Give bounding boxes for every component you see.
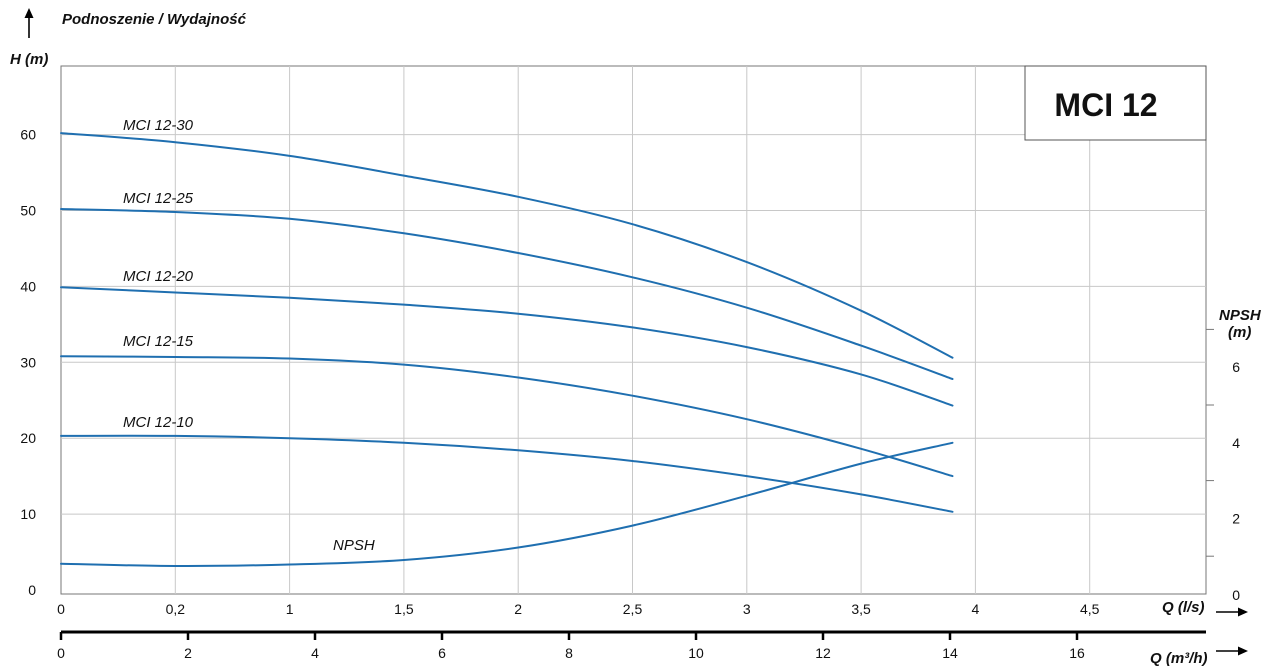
x-m3h-tick-label: 2 [184,645,192,661]
y-axis-ticks: 0 10 20 30 40 50 60 [20,127,36,598]
x-axis-m3h-arrow-icon [1216,646,1248,656]
curves [60,132,954,568]
y-axis-arrow-icon [24,8,34,38]
y-tick-label: 40 [20,278,36,294]
y-tick-label: 20 [20,430,36,446]
x-m3h-tick-label: 12 [815,645,831,661]
curve-label-mci-12-15: MCI 12-15 [123,333,194,350]
x-ls-tick-label: 2,5 [623,601,643,617]
x-axis-ls-title: Q (l/s) [1162,599,1205,616]
x-axis-ls-arrow-icon [1216,607,1248,617]
npsh-axis-title: NPSH [1219,307,1262,324]
x-ls-tick-label: 0,2 [166,601,186,617]
y-tick-label: 60 [20,127,36,143]
x-axis-m3h-title: Q (m³/h) [1150,650,1208,666]
x-ls-tick-label: 1 [286,601,294,617]
y-tick-label: 0 [28,582,36,598]
curve-label-mci-12-10: MCI 12-10 [123,414,194,431]
x-m3h-tick-label: 4 [311,645,319,661]
y-axis-title: H (m) [10,51,48,68]
model-title-box: MCI 12 [1024,65,1207,141]
y-tick-label: 10 [20,506,36,522]
x-m3h-tick-label: 0 [57,645,65,661]
performance-header-label: Podnoszenie / Wydajność [62,11,247,28]
npsh-tick-label: 2 [1232,510,1240,526]
x-m3h-tick-label: 14 [942,645,958,661]
npsh-tick-label: 0 [1232,587,1240,603]
curve-labels: MCI 12-30 MCI 12-25 MCI 12-20 MCI 12-15 MCI … [123,117,375,554]
model-title: MCI 12 [1054,87,1157,123]
grid-lines [61,66,1206,594]
x-axis-m3h-ticks: 0 2 4 6 8 10 12 14 16 [57,632,1085,661]
curve-label-mci-12-20: MCI 12-20 [123,268,194,285]
y-tick-label: 30 [20,354,36,370]
x-ls-tick-label: 3,5 [851,601,871,617]
x-ls-tick-label: 2 [514,601,522,617]
x-ls-tick-label: 4 [972,601,980,617]
curve-mci-12-15 [60,355,954,478]
x-ls-tick-label: 4,5 [1080,601,1100,617]
npsh-tick-label: 6 [1232,359,1240,375]
x-m3h-tick-label: 10 [688,645,704,661]
curve-npsh [60,441,954,568]
curve-mci-12-30 [60,132,954,359]
npsh-tick-label: 4 [1232,435,1240,451]
curve-mci-12-10 [60,434,954,513]
npsh-axis-unit: (m) [1228,324,1251,341]
x-m3h-tick-label: 8 [565,645,573,661]
curve-label-npsh: NPSH [333,537,375,554]
curve-label-mci-12-30: MCI 12-30 [123,117,194,134]
curve-mci-12-20 [60,286,954,407]
y-tick-label: 50 [20,203,36,219]
x-m3h-tick-label: 6 [438,645,446,661]
curve-mci-12-25 [60,208,954,380]
x-ls-tick-label: 1,5 [394,601,414,617]
npsh-axis-ticks: 0 2 4 6 [1206,328,1240,603]
plot-frame [60,65,1207,595]
curve-label-mci-12-25: MCI 12-25 [123,190,194,207]
x-m3h-tick-label: 16 [1069,645,1085,661]
x-ls-tick-label: 0 [57,601,65,617]
x-ls-tick-label: 3 [743,601,751,617]
x-axis-ls-ticks: 0 0,2 1 1,5 2 2,5 3 3,5 4 4,5 [57,601,1100,617]
